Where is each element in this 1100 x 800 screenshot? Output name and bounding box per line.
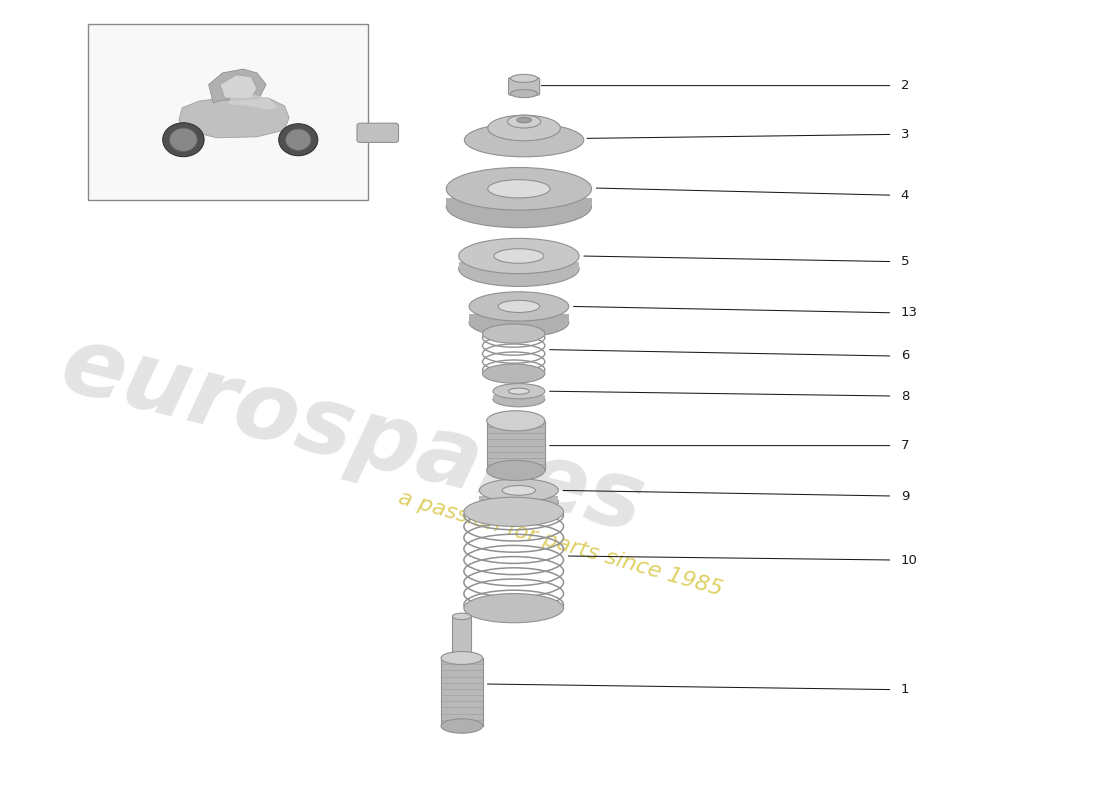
Ellipse shape — [469, 308, 569, 337]
Text: eurospares: eurospares — [52, 319, 653, 553]
Text: 1: 1 — [901, 683, 910, 696]
Ellipse shape — [469, 292, 569, 321]
Ellipse shape — [459, 238, 579, 274]
Ellipse shape — [480, 479, 559, 502]
Ellipse shape — [447, 167, 592, 210]
Ellipse shape — [483, 324, 544, 343]
Polygon shape — [459, 262, 579, 269]
Text: 14: 14 — [265, 126, 283, 138]
Ellipse shape — [508, 388, 529, 394]
Text: 10: 10 — [901, 554, 917, 566]
Ellipse shape — [510, 74, 538, 82]
Ellipse shape — [447, 185, 592, 228]
Text: 5: 5 — [901, 255, 910, 268]
Ellipse shape — [507, 115, 541, 128]
Polygon shape — [493, 395, 544, 399]
Ellipse shape — [494, 249, 543, 263]
Text: 13: 13 — [901, 306, 917, 319]
Ellipse shape — [441, 718, 483, 733]
Text: a passion for parts since 1985: a passion for parts since 1985 — [396, 488, 725, 600]
FancyBboxPatch shape — [88, 24, 368, 200]
Text: 7: 7 — [901, 439, 910, 452]
Polygon shape — [486, 421, 544, 470]
FancyBboxPatch shape — [508, 78, 540, 95]
Ellipse shape — [459, 251, 579, 286]
Ellipse shape — [163, 122, 205, 157]
Ellipse shape — [487, 180, 550, 198]
Ellipse shape — [483, 364, 544, 383]
Text: 8: 8 — [901, 390, 909, 402]
Text: 3: 3 — [901, 128, 910, 141]
Polygon shape — [441, 658, 483, 726]
Polygon shape — [228, 94, 277, 110]
Text: 4: 4 — [901, 189, 909, 202]
Ellipse shape — [278, 124, 318, 156]
Ellipse shape — [486, 460, 544, 481]
Polygon shape — [220, 75, 257, 98]
Ellipse shape — [487, 115, 560, 141]
Polygon shape — [209, 69, 266, 103]
Ellipse shape — [464, 123, 584, 157]
Polygon shape — [480, 496, 559, 502]
Ellipse shape — [498, 300, 540, 313]
Ellipse shape — [486, 410, 544, 431]
Ellipse shape — [510, 90, 538, 98]
Ellipse shape — [452, 613, 471, 620]
FancyBboxPatch shape — [358, 123, 398, 142]
Ellipse shape — [480, 490, 559, 513]
Ellipse shape — [464, 594, 563, 622]
Ellipse shape — [493, 391, 544, 406]
Text: 2: 2 — [901, 79, 910, 92]
Ellipse shape — [169, 128, 197, 151]
Polygon shape — [452, 616, 471, 658]
Text: 6: 6 — [901, 350, 909, 362]
Ellipse shape — [441, 651, 483, 665]
Text: 9: 9 — [901, 490, 909, 502]
Polygon shape — [469, 314, 569, 322]
Polygon shape — [447, 198, 592, 206]
Ellipse shape — [464, 498, 563, 526]
Ellipse shape — [286, 129, 311, 150]
Ellipse shape — [503, 486, 536, 495]
Polygon shape — [179, 96, 289, 138]
Ellipse shape — [517, 118, 531, 122]
Ellipse shape — [493, 383, 544, 399]
